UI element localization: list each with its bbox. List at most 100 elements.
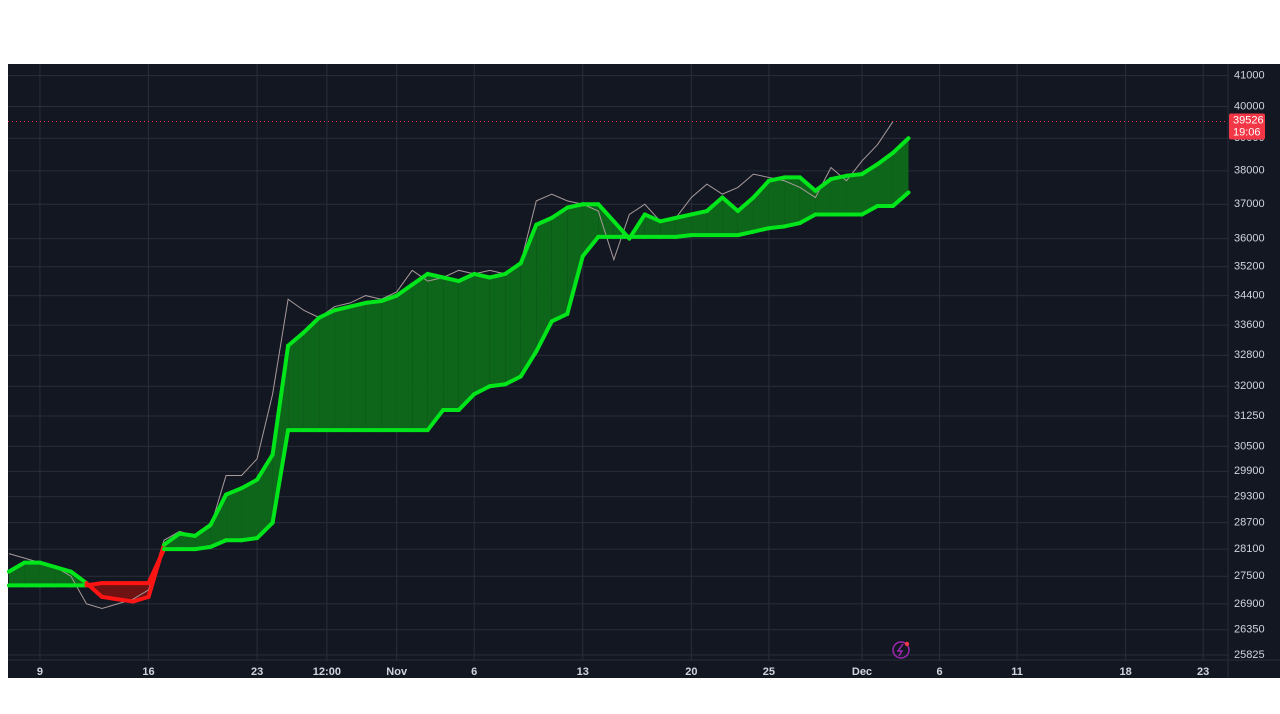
y-tick-label: 40000 xyxy=(1234,100,1265,112)
x-tick-label: 13 xyxy=(577,666,589,678)
cloud-line xyxy=(53,565,73,574)
cloud-line xyxy=(363,299,384,305)
cloud-line xyxy=(208,538,229,549)
cloud-line xyxy=(239,536,260,543)
cloud-line xyxy=(472,384,492,397)
x-tick-label: 6 xyxy=(936,666,942,678)
cloud-line xyxy=(410,271,430,287)
x-tick-label: 11 xyxy=(1011,666,1023,678)
y-tick-label: 37000 xyxy=(1234,198,1265,210)
cloud-line xyxy=(875,150,895,167)
cloud-line xyxy=(828,173,849,182)
y-tick-label: 38000 xyxy=(1234,165,1265,177)
cloud-fill xyxy=(334,306,351,431)
cloud-line xyxy=(239,477,260,491)
y-tick-label: 26900 xyxy=(1234,598,1265,610)
y-tick-label: 31250 xyxy=(1234,410,1265,422)
cloud-line xyxy=(286,330,306,348)
y-tick-label: 30500 xyxy=(1234,440,1265,452)
cloud-fill xyxy=(520,224,537,377)
cloud-line xyxy=(332,304,353,313)
cloud-line xyxy=(487,382,508,389)
cloud-line xyxy=(487,271,508,280)
cloud-fill xyxy=(303,317,320,431)
cloud-line xyxy=(549,205,570,220)
y-tick-label: 33600 xyxy=(1234,319,1265,331)
y-tick-label: 28700 xyxy=(1234,517,1265,529)
cloud-line xyxy=(534,319,554,354)
cloud-line xyxy=(255,452,275,482)
x-tick-label: 16 xyxy=(142,666,154,678)
cloud-line xyxy=(162,531,182,547)
last-price-label: 39526 xyxy=(1233,114,1264,126)
cloud-fill xyxy=(536,217,552,352)
cloud-fill xyxy=(24,562,40,586)
last-price-box xyxy=(1229,113,1265,140)
cloud-line xyxy=(255,520,275,541)
cloud-line xyxy=(518,349,539,379)
y-tick-label: 36000 xyxy=(1234,232,1265,244)
cloud-line xyxy=(68,569,89,586)
cloud-line xyxy=(193,544,213,552)
countdown-label: 19:06 xyxy=(1233,126,1261,138)
x-tick-label: 25 xyxy=(763,666,775,678)
y-tick-label: 32000 xyxy=(1234,380,1265,392)
cloud-line xyxy=(673,212,694,220)
cloud-line xyxy=(689,209,709,217)
cloud-fill xyxy=(412,273,428,431)
cloud-fill xyxy=(381,295,397,431)
cloud-line xyxy=(224,486,244,497)
x-tick-label: 20 xyxy=(685,666,697,678)
cloud-fill xyxy=(505,263,521,385)
cloud-line xyxy=(503,374,523,387)
y-tick-label: 28100 xyxy=(1234,543,1265,555)
cloud-fill xyxy=(226,488,242,541)
cloud-line xyxy=(301,315,322,335)
cloud-fill xyxy=(846,174,862,215)
cloud-fill xyxy=(396,284,413,431)
cloud-line xyxy=(472,271,492,280)
cloud-line xyxy=(735,195,756,214)
cloud-fill xyxy=(117,583,134,602)
cloud-fill xyxy=(830,175,847,215)
cloud-line xyxy=(317,308,337,320)
cloud-fill xyxy=(892,138,909,206)
y-tick-label: 35200 xyxy=(1234,261,1265,273)
cloud-line xyxy=(658,215,678,224)
cloud-line xyxy=(131,594,151,604)
x-tick-label: 6 xyxy=(471,666,477,678)
cloud-line xyxy=(208,492,229,527)
cloud-fill xyxy=(567,204,583,314)
cloud-fill xyxy=(784,177,800,227)
cloud-fill xyxy=(179,533,196,550)
cloud-line xyxy=(456,392,477,412)
cloud-fill xyxy=(101,583,118,600)
cloud-fill xyxy=(582,204,599,257)
cloud-line xyxy=(115,597,136,604)
cloud-fill xyxy=(706,197,723,236)
cloud-line xyxy=(193,522,213,538)
x-tick-label: 23 xyxy=(251,666,263,678)
cloud-line xyxy=(425,407,446,433)
cloud-line xyxy=(782,221,802,229)
chart-background xyxy=(8,64,1280,678)
cloud-fill xyxy=(350,302,366,431)
cloud-line xyxy=(890,190,911,208)
y-tick-label: 34400 xyxy=(1234,289,1265,301)
cloud-line xyxy=(751,226,771,234)
x-tick-label: 9 xyxy=(37,666,43,678)
cloud-line xyxy=(84,581,104,588)
cloud-line xyxy=(37,560,58,570)
cloud-line xyxy=(270,428,291,525)
x-tick-label: 12:00 xyxy=(313,666,341,678)
cloud-fill xyxy=(195,524,211,550)
replay-icon[interactable] xyxy=(892,641,910,659)
cloud-line xyxy=(673,233,694,239)
cloud-fill xyxy=(691,211,707,236)
x-tick-label: Nov xyxy=(386,666,408,678)
cloud-fill xyxy=(737,197,754,236)
cloud-line xyxy=(549,311,570,324)
y-tick-label: 32800 xyxy=(1234,349,1265,361)
